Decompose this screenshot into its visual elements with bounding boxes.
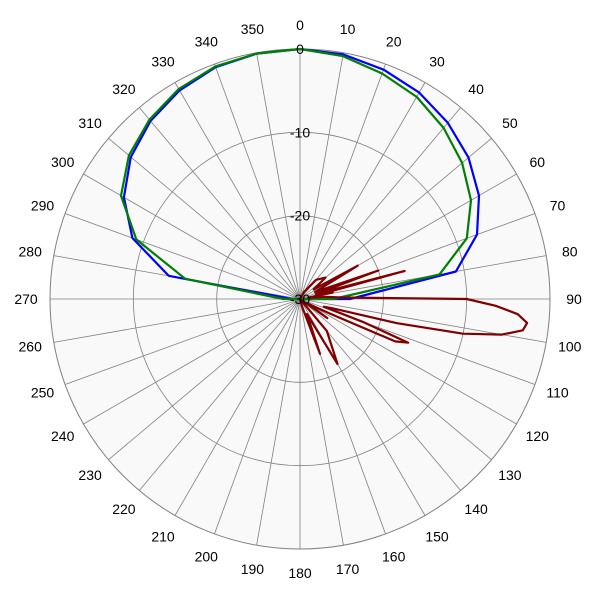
spoke-240 <box>83 298 301 425</box>
spoke-340 <box>214 63 301 300</box>
angle-tick-label: 180 <box>288 565 312 581</box>
spoke-10 <box>299 52 344 300</box>
angle-tick-label: 110 <box>546 385 569 401</box>
spoke-30 <box>299 82 426 300</box>
angle-tick-label: 130 <box>498 467 522 483</box>
spoke-170 <box>299 298 344 546</box>
radial-tick-label: -20 <box>290 208 310 224</box>
angle-tick-label: 290 <box>31 197 55 213</box>
angle-tick-label: 150 <box>425 528 449 544</box>
spoke-310 <box>108 137 301 300</box>
series-line-3 <box>298 264 529 366</box>
angle-tick-label: 10 <box>340 21 356 37</box>
spoke-300 <box>83 173 301 300</box>
angle-tick-label: 90 <box>566 291 582 307</box>
angle-tick-label: 260 <box>19 339 43 355</box>
spoke-20 <box>299 63 386 300</box>
angle-tick-label: 350 <box>241 21 265 37</box>
angle-tick-label: 30 <box>429 54 445 70</box>
angle-tick-label: 220 <box>112 501 136 517</box>
radial-tick-label: 0 <box>296 41 304 57</box>
spoke-220 <box>138 298 301 491</box>
angle-tick-label: 50 <box>502 115 518 131</box>
spoke-50 <box>299 137 492 300</box>
angle-tick-label: 160 <box>382 549 406 565</box>
angle-tick-label: 170 <box>336 561 360 577</box>
spoke-350 <box>256 52 301 300</box>
spoke-330 <box>174 82 301 300</box>
angle-tick-label: 250 <box>31 385 55 401</box>
angle-tick-label: 120 <box>526 428 550 444</box>
angle-tick-labels: 0 10 20 30 40 50 60 70 80 90 100 110 120 130 140 150 160… <box>14 17 582 581</box>
radial-tick-label: -10 <box>290 124 310 140</box>
angle-tick-label: 320 <box>112 81 136 97</box>
radial-tick-labels: 0 -10 -20 -30 <box>290 41 310 307</box>
spoke-210 <box>174 298 301 516</box>
spoke-190 <box>256 298 301 546</box>
spoke-290 <box>64 213 301 300</box>
angle-tick-label: 40 <box>468 81 484 97</box>
angle-tick-label: 240 <box>51 428 75 444</box>
angle-tick-label: 70 <box>550 197 566 213</box>
angle-tick-label: 340 <box>195 34 219 50</box>
spoke-100 <box>299 298 547 343</box>
angle-tick-label: 280 <box>19 243 43 259</box>
angle-tick-label: 210 <box>151 528 175 544</box>
angle-tick-label: 310 <box>78 115 102 131</box>
angle-tick-label: 140 <box>464 501 488 517</box>
spoke-200 <box>214 298 301 535</box>
angle-tick-label: 20 <box>386 34 402 50</box>
spoke-250 <box>64 298 301 385</box>
angle-tick-label: 0 <box>296 17 304 33</box>
angle-tick-label: 80 <box>562 243 578 259</box>
angle-tick-label: 230 <box>78 467 102 483</box>
spoke-40 <box>299 107 462 300</box>
angle-tick-label: 60 <box>530 154 546 170</box>
angle-tick-label: 200 <box>195 549 219 565</box>
angle-tick-label: 190 <box>241 561 265 577</box>
spoke-120 <box>299 298 517 425</box>
series-group <box>119 47 529 366</box>
angle-tick-label: 300 <box>51 154 75 170</box>
radial-tick-label: -30 <box>290 291 310 307</box>
angle-tick-label: 330 <box>151 54 175 70</box>
spoke-130 <box>299 298 492 461</box>
spoke-260 <box>53 298 301 343</box>
spoke-320 <box>138 107 301 300</box>
angle-tick-label: 100 <box>558 339 582 355</box>
spoke-230 <box>108 298 301 461</box>
angle-tick-label: 270 <box>14 291 38 307</box>
